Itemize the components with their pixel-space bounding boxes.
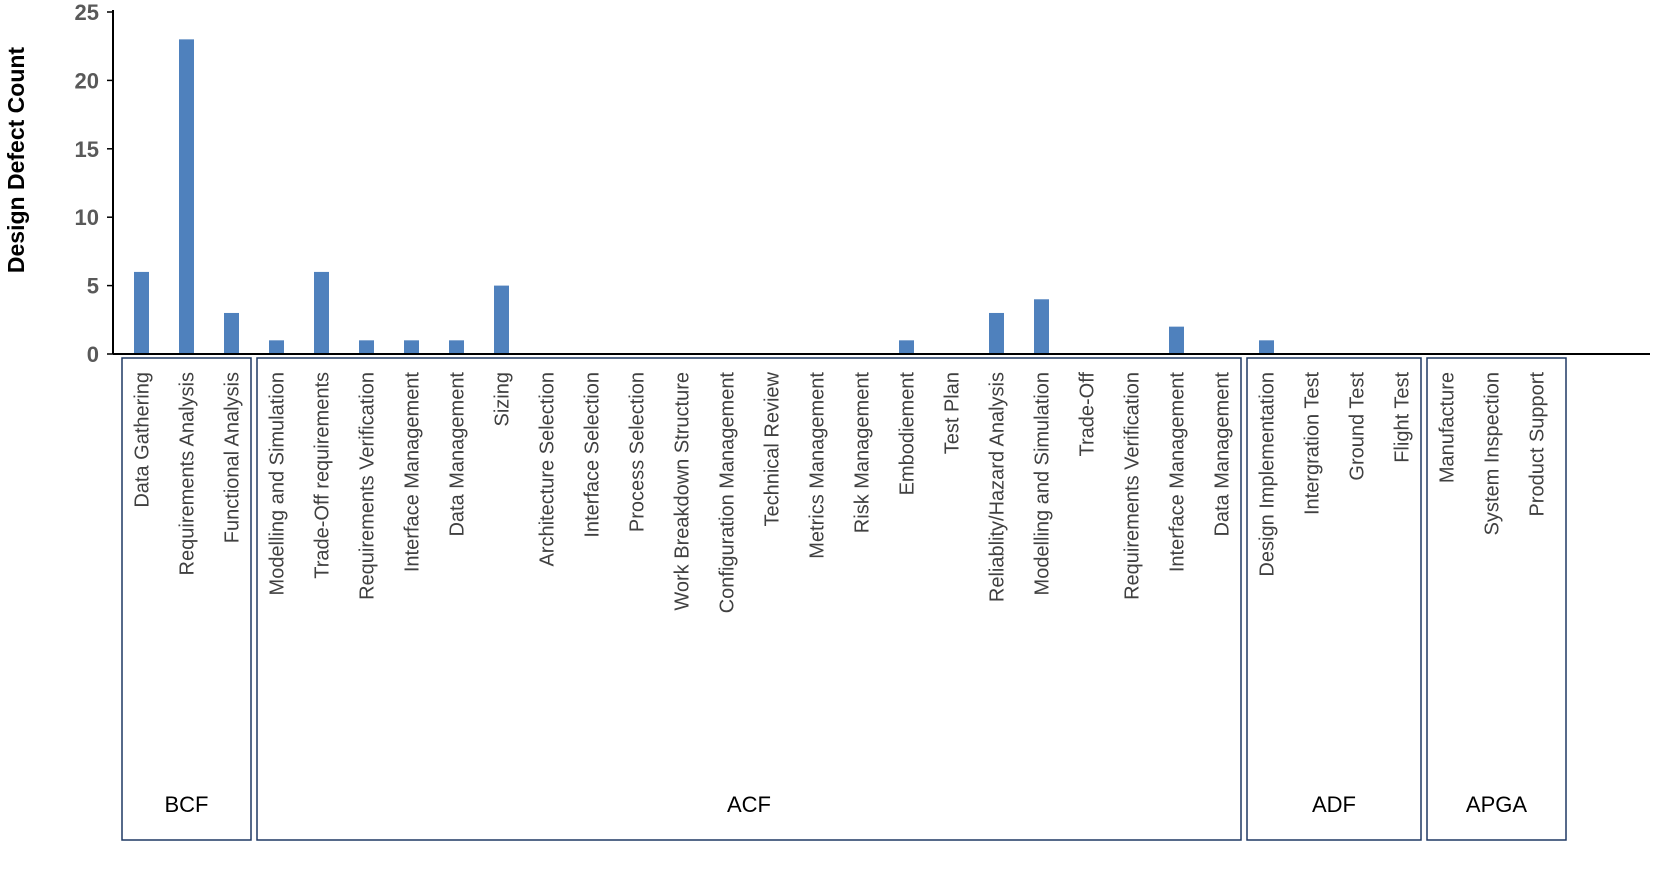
category-label: Sizing — [492, 372, 514, 426]
group-label: ADF — [1312, 792, 1356, 817]
category-label: Architecture Selection — [537, 372, 559, 567]
bar — [899, 340, 914, 354]
y-tick-label: 15 — [75, 137, 99, 162]
category-label: Manufacture — [1437, 372, 1459, 483]
category-label: Metrics Management — [807, 372, 829, 559]
bar — [989, 312, 1004, 354]
bar — [449, 340, 464, 354]
category-label: Data Gathering — [132, 372, 154, 508]
category-label: Test Plan — [942, 372, 964, 454]
category-label: Trade-Off — [1077, 372, 1099, 457]
category-label: Embodiement — [897, 372, 919, 496]
group-boxes: BCF ACF ADF APGA — [121, 357, 1567, 841]
bar — [359, 340, 374, 354]
bar — [314, 271, 329, 354]
category-label: Interface Management — [1167, 372, 1189, 573]
bar — [1169, 326, 1184, 354]
bar — [224, 312, 239, 354]
bar — [1259, 340, 1274, 354]
category-label: Requirements Verification — [1122, 372, 1144, 600]
category-label: Design Implementation — [1257, 372, 1279, 577]
category-label: Requirements Verification — [357, 372, 379, 600]
category-label: Requirements Analysis — [177, 372, 199, 575]
category-label: Modelling and Simulation — [1032, 372, 1054, 595]
category-label: Process Selection — [627, 372, 649, 532]
category-label: Flight Test — [1392, 372, 1414, 463]
bar — [134, 271, 149, 354]
group-label: APGA — [1466, 792, 1527, 817]
group-box — [256, 357, 1242, 841]
category-label: Functional Analysis — [222, 372, 244, 543]
category-label: Modelling and Simulation — [267, 372, 289, 595]
bar — [404, 340, 419, 354]
category-label: Data Management — [1212, 372, 1234, 537]
category-label: Technical Review — [762, 371, 784, 526]
category-label: Work Breakdown Structure — [672, 372, 694, 611]
y-tick-label: 20 — [75, 68, 99, 93]
group-box — [1246, 357, 1422, 841]
category-label: System Inspection — [1482, 372, 1504, 535]
bar — [1034, 299, 1049, 354]
category-label: Trade-Off requirements — [312, 372, 334, 579]
category-label: Ground Test — [1347, 372, 1369, 481]
y-axis-title: Design Defect Count — [3, 47, 29, 274]
category-label: Interface Management — [402, 372, 424, 573]
category-label: Data Management — [447, 372, 469, 537]
group-label: BCF — [165, 792, 209, 817]
category-label: Configuration Management — [717, 372, 739, 614]
y-tick-label: 10 — [75, 205, 99, 230]
group-label: ACF — [727, 792, 771, 817]
category-label: Risk Management — [852, 372, 874, 534]
category-labels: Data Gathering Requirements Analysis Funct… — [132, 371, 1549, 613]
y-axis: 0 5 10 15 20 25 — [75, 0, 114, 367]
category-label: Interface Selection — [582, 372, 604, 538]
category-label: Product Support — [1527, 372, 1549, 517]
bars — [134, 39, 1274, 355]
bar — [494, 285, 509, 354]
y-tick-label: 25 — [75, 0, 99, 25]
bar — [179, 39, 194, 355]
category-label: Reliablity/Hazard Analysis — [987, 372, 1009, 602]
y-tick-label: 0 — [87, 342, 99, 367]
group-box — [121, 357, 252, 841]
category-label: Intergration Test — [1302, 372, 1324, 515]
bar — [269, 340, 284, 354]
group-box — [1426, 357, 1567, 841]
y-tick-label: 5 — [87, 274, 99, 299]
